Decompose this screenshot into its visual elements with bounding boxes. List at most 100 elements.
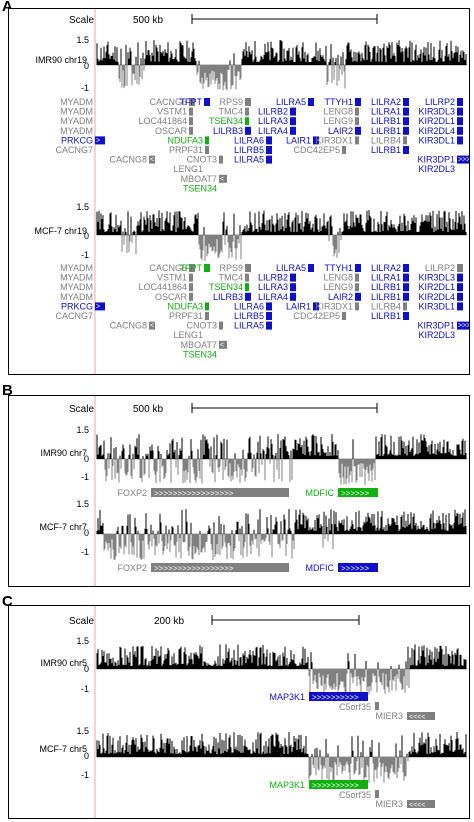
gene-bar-mdfic bbox=[338, 563, 378, 572]
gene-bar bbox=[205, 312, 209, 320]
gene-label-map3k1: MAP3K1 bbox=[269, 692, 305, 702]
chevrons: >>>>>>>>>>>>>>>>> bbox=[154, 564, 234, 573]
gene-bar bbox=[245, 126, 251, 135]
gene-bar bbox=[355, 302, 359, 311]
gene-label: PRPF31 bbox=[169, 145, 203, 155]
gene-bar bbox=[457, 155, 469, 164]
scale-value: 200 kb bbox=[154, 616, 184, 627]
signal-track-b2 bbox=[96, 509, 467, 560]
gene-label: OSCAR bbox=[155, 126, 188, 136]
gene-bar bbox=[266, 312, 272, 320]
track-name: IMR90 chr7 bbox=[40, 448, 87, 458]
gene-label: LENG9 bbox=[323, 116, 353, 126]
gene-label: LENG8 bbox=[323, 273, 353, 283]
gene-label: LILRB4 bbox=[371, 301, 401, 311]
gene-label: LILRB1 bbox=[371, 126, 401, 136]
negative-signal bbox=[121, 235, 342, 261]
gene-label: LENG1 bbox=[173, 330, 203, 340]
gene-bar bbox=[219, 321, 223, 330]
gene-bar bbox=[355, 107, 359, 116]
gene-bar bbox=[403, 273, 409, 282]
gene-label: PRKCG bbox=[61, 135, 93, 145]
gene-label: LILRA5 bbox=[276, 97, 306, 107]
gene-bar bbox=[245, 283, 249, 292]
negative-signal bbox=[308, 669, 410, 695]
positive-signal bbox=[96, 210, 467, 235]
gene-bar bbox=[355, 273, 359, 282]
gene-bar bbox=[95, 302, 105, 311]
gene-bar bbox=[290, 126, 296, 135]
gene-bar bbox=[290, 273, 296, 282]
gene-label-c5orf35: C5orf35 bbox=[339, 702, 371, 712]
gene-label: LILRA1 bbox=[371, 107, 401, 117]
gene-label-mdfic: MDFIC bbox=[306, 488, 335, 498]
axis-label-zero: 0 bbox=[84, 528, 89, 538]
gene-label: MBOAT7 bbox=[181, 174, 217, 184]
gene-bar bbox=[457, 117, 463, 126]
gene-label: CACNG6 bbox=[149, 97, 187, 107]
gene-bar bbox=[245, 273, 249, 282]
gene-label: MYADM bbox=[60, 273, 93, 283]
gene-label: LILRA6 bbox=[234, 135, 264, 145]
chevrons: >>>>>>>>>> bbox=[312, 693, 359, 702]
gene-bar bbox=[290, 117, 296, 126]
chevrons: < bbox=[220, 176, 224, 183]
gene-label: LILRB1 bbox=[371, 145, 401, 155]
chevrons: >>>> bbox=[458, 323, 469, 330]
gene-label: LILRA3 bbox=[258, 282, 288, 292]
gene-bar bbox=[189, 107, 193, 116]
gene-bar bbox=[403, 264, 409, 272]
axis-label-bottom: -1 bbox=[81, 472, 89, 482]
gene-bar bbox=[457, 273, 463, 282]
gene-label: LILRA3 bbox=[258, 116, 288, 126]
gene-label: CNOT3 bbox=[186, 155, 217, 165]
gene-bar bbox=[290, 107, 296, 116]
gene-label: MYADM bbox=[60, 292, 93, 302]
chevrons: > bbox=[96, 137, 100, 144]
gene-label: LAIR2 bbox=[328, 126, 353, 136]
chevrons: >>>>>>>>>> bbox=[312, 781, 359, 790]
gene-label: LILRA4 bbox=[258, 126, 288, 136]
gene-bar-mdfic bbox=[338, 488, 378, 497]
signal-track-a2 bbox=[96, 210, 467, 261]
gene-label: LOC441864 bbox=[138, 116, 187, 126]
gene-label-foxp2: FOXP2 bbox=[117, 488, 147, 498]
gene-label: TSEN34 bbox=[183, 349, 217, 359]
gene-bar bbox=[308, 98, 314, 106]
gene-label: TSEN34 bbox=[209, 116, 243, 126]
gene-label: KIR3DL3 bbox=[418, 273, 455, 283]
gene-label: LILRB1 bbox=[371, 282, 401, 292]
gene-bar bbox=[219, 340, 227, 349]
gene-bar bbox=[457, 283, 463, 292]
gene-label: TFPT bbox=[180, 263, 203, 273]
gene-bar bbox=[403, 107, 409, 116]
gene-bar bbox=[355, 264, 361, 272]
gene-bar bbox=[355, 117, 359, 126]
track-name: MCF-7 chr19 bbox=[34, 226, 87, 236]
gene-label: KIR3DX1 bbox=[315, 135, 353, 145]
positive-signal bbox=[96, 644, 467, 669]
gene-label: LILRA2 bbox=[371, 263, 401, 273]
panel-c-label: C bbox=[2, 593, 13, 610]
gene-bar bbox=[266, 302, 272, 311]
axis-label-top: 1.5 bbox=[76, 499, 89, 509]
gene-label: LILRB1 bbox=[371, 292, 401, 302]
gene-bar bbox=[403, 146, 409, 154]
gene-label: LILRA6 bbox=[234, 301, 264, 311]
chevrons: > bbox=[96, 303, 100, 310]
gene-label-foxp2: FOXP2 bbox=[117, 563, 147, 573]
gene-bar bbox=[313, 302, 319, 311]
scale-value: 500 kb bbox=[133, 15, 163, 26]
gene-label: MYADM bbox=[60, 107, 93, 117]
axis-label-zero: 0 bbox=[84, 61, 89, 71]
track-name: IMR90 chr5 bbox=[40, 658, 87, 668]
gene-label: LAIR2 bbox=[328, 292, 353, 302]
panel-a-label: A bbox=[2, 0, 13, 15]
gene-bar bbox=[355, 126, 361, 135]
panel-c-svg: Scale 200 kb 1.5 IMR90 chr5 0 -1 >>>>>>>… bbox=[39, 606, 467, 818]
gene-bar-c5orf35 bbox=[375, 702, 379, 710]
gene-bar bbox=[189, 292, 193, 301]
gene-bar bbox=[205, 146, 209, 154]
gene-bar bbox=[189, 117, 193, 126]
